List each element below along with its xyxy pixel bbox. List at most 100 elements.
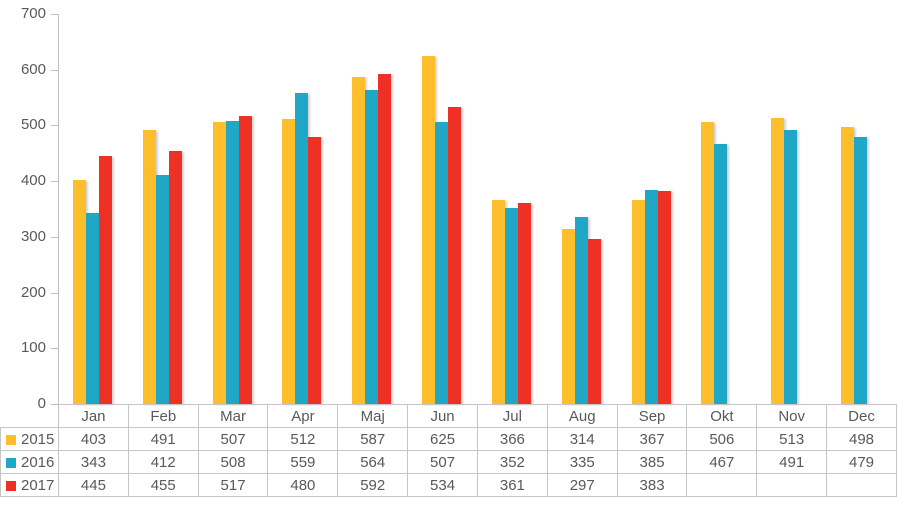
y-axis-tick-label: 700	[20, 5, 46, 22]
bar-2015-aug	[561, 229, 575, 404]
bar-2016-jun	[435, 121, 449, 404]
value-cell-2017-aug: 297	[546, 473, 618, 497]
value-cell-2017-maj: 592	[337, 473, 409, 497]
bar-2015-okt	[701, 122, 715, 404]
value-cell-2015-aug: 314	[546, 427, 618, 451]
value-cell-2016-jun: 507	[407, 450, 478, 474]
y-axis-tick	[51, 293, 58, 294]
value-cell-2017-sep: 383	[616, 473, 688, 497]
bar-2016-jul	[504, 207, 518, 404]
y-axis-tick-label: 0	[37, 395, 46, 412]
value-cell-2015-feb: 491	[127, 427, 199, 451]
bar-2016-maj	[365, 89, 379, 404]
bar-2016-dec	[854, 137, 868, 404]
bar-2015-apr	[282, 118, 296, 404]
bar-2016-feb	[155, 174, 169, 404]
value-cell-2015-okt: 506	[686, 427, 758, 451]
bar-2016-okt	[714, 143, 728, 404]
series-row-2015: 2015 403 491 507 512 587 625 366 314 367 506 513 498	[0, 427, 897, 451]
bar-2017-apr	[308, 136, 322, 404]
month-header-cell-feb: Feb	[127, 404, 199, 428]
bar-2017-mar	[238, 116, 252, 404]
value-cell-2016-apr: 559	[267, 450, 339, 474]
y-axis-tick	[51, 348, 58, 349]
value-cell-2017-mar: 517	[197, 473, 269, 497]
value-cell-2017-jul: 361	[476, 473, 548, 497]
chart-data-table: Jan Feb Mar Apr Maj Jun Jul Aug Sep Okt Nov Dec 2015…	[0, 404, 897, 497]
y-axis-tick	[51, 237, 58, 238]
bar-2016-jan	[85, 212, 99, 404]
legend-cell-2017: 2017	[0, 473, 59, 497]
y-axis-tick	[51, 181, 58, 182]
month-header-cell-jun: Jun	[407, 404, 478, 428]
bar-2015-dec	[841, 126, 855, 404]
y-axis-tick-label: 600	[20, 61, 46, 78]
month-header-row: Jan Feb Mar Apr Maj Jun Jul Aug Sep Okt Nov Dec	[0, 404, 897, 428]
bar-2015-nov	[771, 118, 785, 404]
value-cell-2015-jun: 625	[407, 427, 478, 451]
bar-2016-nov	[784, 130, 798, 404]
value-cell-2015-mar: 507	[197, 427, 269, 451]
value-cell-2016-sep: 385	[616, 450, 688, 474]
y-axis-tick	[51, 70, 58, 71]
value-cell-2016-jul: 352	[476, 450, 548, 474]
legend-swatch-icon-2015	[6, 434, 16, 445]
value-cell-2016-feb: 412	[127, 450, 199, 474]
y-axis-tick-label: 300	[20, 228, 46, 245]
month-header-cell-jan: Jan	[58, 404, 129, 428]
value-cell-2016-dec: 479	[826, 450, 897, 474]
month-header-cell-jul: Jul	[476, 404, 548, 428]
month-header-cell-dec: Dec	[826, 404, 897, 428]
value-cell-2016-nov: 491	[756, 450, 828, 474]
month-header-cell-maj: Maj	[337, 404, 409, 428]
value-cell-2016-mar: 508	[197, 450, 269, 474]
bar-2017-jan	[98, 156, 112, 404]
table-corner-cell	[0, 404, 59, 428]
bar-2017-sep	[657, 190, 671, 404]
month-header-cell-sep: Sep	[616, 404, 688, 428]
series-row-2017: 2017 445 455 517 480 592 534 361 297 383	[0, 473, 897, 497]
y-axis-tick	[51, 125, 58, 126]
value-cell-2017-jun: 534	[407, 473, 478, 497]
bar-2017-jun	[448, 106, 462, 404]
value-cell-2015-dec: 498	[826, 427, 897, 451]
legend-label-2016: 2016	[21, 453, 55, 471]
month-header-cell-okt: Okt	[686, 404, 758, 428]
legend-label-2015: 2015	[21, 430, 55, 448]
legend-cell-2016: 2016	[0, 450, 59, 474]
y-axis-tick-label: 100	[20, 339, 46, 356]
value-cell-2015-jan: 403	[58, 427, 129, 451]
y-axis-tick-label: 500	[20, 116, 46, 133]
bar-2015-jun	[422, 55, 436, 404]
y-axis-tick	[51, 14, 58, 15]
bar-2017-jul	[517, 202, 531, 404]
bar-2015-jan	[72, 179, 86, 404]
series-row-2016: 2016 343 412 508 559 564 507 352 335 385 467 491 479	[0, 450, 897, 474]
bar-2016-mar	[225, 121, 239, 404]
bar-2016-sep	[644, 189, 658, 404]
value-cell-2017-nov	[756, 473, 828, 497]
bar-2017-aug	[587, 238, 601, 404]
legend-swatch-icon-2016	[6, 457, 16, 468]
value-cell-2015-jul: 366	[476, 427, 548, 451]
y-axis-tick-label: 200	[20, 284, 46, 301]
month-header-cell-aug: Aug	[546, 404, 618, 428]
bar-2016-aug	[574, 217, 588, 404]
value-cell-2016-jan: 343	[58, 450, 129, 474]
value-cell-2017-feb: 455	[127, 473, 199, 497]
bar-2017-maj	[378, 74, 392, 404]
value-cell-2016-okt: 467	[686, 450, 758, 474]
month-header-cell-mar: Mar	[197, 404, 269, 428]
value-cell-2017-apr: 480	[267, 473, 339, 497]
bar-2015-jul	[491, 200, 505, 404]
bar-2015-feb	[142, 130, 156, 404]
y-axis-tick-label: 400	[20, 172, 46, 189]
legend-cell-2015: 2015	[0, 427, 59, 451]
bar-2015-mar	[212, 121, 226, 404]
bar-2015-maj	[352, 77, 366, 404]
value-cell-2016-aug: 335	[546, 450, 618, 474]
value-cell-2015-maj: 587	[337, 427, 409, 451]
legend-label-2017: 2017	[21, 476, 55, 494]
month-header-cell-nov: Nov	[756, 404, 828, 428]
